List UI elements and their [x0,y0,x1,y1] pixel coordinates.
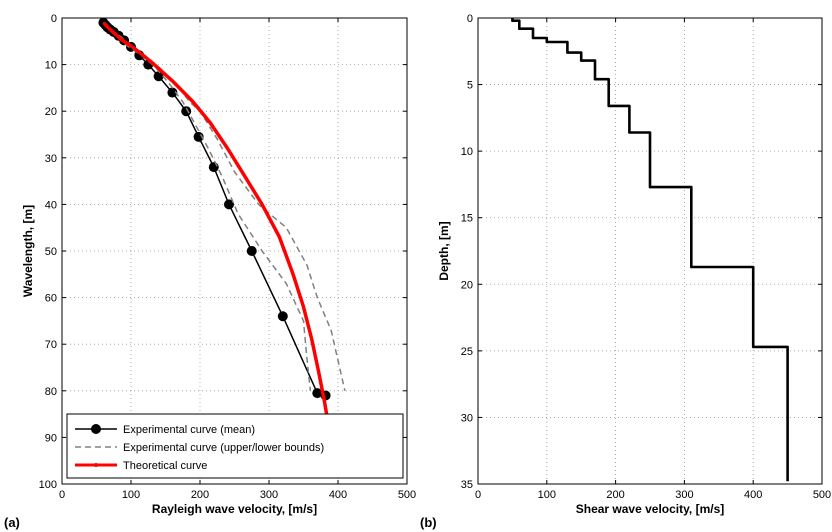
x-tick-label: 100 [538,489,556,501]
y-tick-label: 0 [467,13,473,25]
y-tick-label: 30 [45,153,57,165]
data-point [208,162,219,173]
x-tick-label: 500 [813,489,831,501]
legend: Experimental curve (mean) Experimental cu… [66,413,404,479]
legend-box [66,413,404,479]
panel-label-a: (a) [4,515,20,530]
y-tick-label: 20 [45,106,57,118]
data-point [181,106,192,117]
legend-label: Theoretical curve [123,460,207,472]
data-point [277,311,288,322]
series-line-a-1 [102,22,346,391]
x-axis-label-a: Rayleigh wave velocity, [m/s] [152,502,317,516]
legend-label: Experimental curve (mean) [123,424,255,436]
series-line-a-2 [102,22,312,391]
grid-a [62,18,407,484]
data-point [167,87,178,98]
y-tick-label: 90 [45,432,57,444]
series-line-a-0 [102,22,326,397]
series-line-a-3 [102,21,331,429]
series-clip [511,18,789,482]
y-tick-label: 15 [461,213,473,225]
series-clip [98,18,346,429]
plot-area-b [477,17,823,485]
legend-marker [94,463,98,467]
y-tick-label: 35 [461,479,473,491]
x-tick-label: 400 [744,489,762,501]
chart-a: 0 100 200 300 400 500 0102030405060708090100 … [4,13,416,530]
y-tick-label: 40 [45,199,57,211]
x-tick-label: 200 [606,489,624,501]
y-axis-label-a: Wavelength, [m] [21,205,35,297]
panel-label-b: (b) [420,515,437,530]
x-tick-label: 300 [260,489,278,501]
series-line-b-0 [511,18,789,482]
x-tick-label: 500 [398,489,416,501]
y-tick-label: 50 [45,246,57,258]
y-ticks-b: 0 5 10 15 20 25 30 35 [461,13,822,491]
x-tick-label: 400 [329,489,347,501]
x-tick-label: 0 [59,489,65,501]
series-b [511,18,789,482]
y-tick-label: 20 [461,279,473,291]
x-ticks-a: 0 100 200 300 400 500 [59,18,416,501]
y-tick-label: 100 [39,479,57,491]
legend-label: Experimental curve (upper/lower bounds) [123,442,324,454]
y-tick-label: 25 [461,346,473,358]
y-tick-label: 80 [45,386,57,398]
legend-marker [91,424,101,434]
data-point [312,388,323,399]
x-tick-label: 100 [122,489,140,501]
x-ticks-b: 0 100 200 300 400 500 [475,18,831,501]
y-tick-label: 10 [45,60,57,72]
x-tick-label: 300 [675,489,693,501]
data-point [246,246,257,256]
y-tick-label: 10 [461,146,473,158]
x-tick-label: 200 [191,489,209,501]
y-ticks-a: 0 10 20 30 40 50 60 70 80 90 100 [39,13,407,491]
y-axis-label-b: Depth, [m] [437,221,451,280]
y-tick-label: 0 [51,13,57,25]
data-point [223,199,234,210]
data-point [153,71,164,82]
y-tick-label: 70 [45,339,57,351]
x-tick-label: 0 [475,489,481,501]
y-tick-label: 5 [467,80,473,92]
y-tick-label: 60 [45,293,57,305]
grid-b [478,18,822,484]
series-a [98,18,346,429]
x-axis-label-b: Shear wave velocity, [m/s] [576,502,725,516]
y-tick-label: 30 [461,412,473,424]
chart-b: 0 100 200 300 400 500 0 5 10 15 20 25 30 35 Shear wa… [420,13,831,530]
